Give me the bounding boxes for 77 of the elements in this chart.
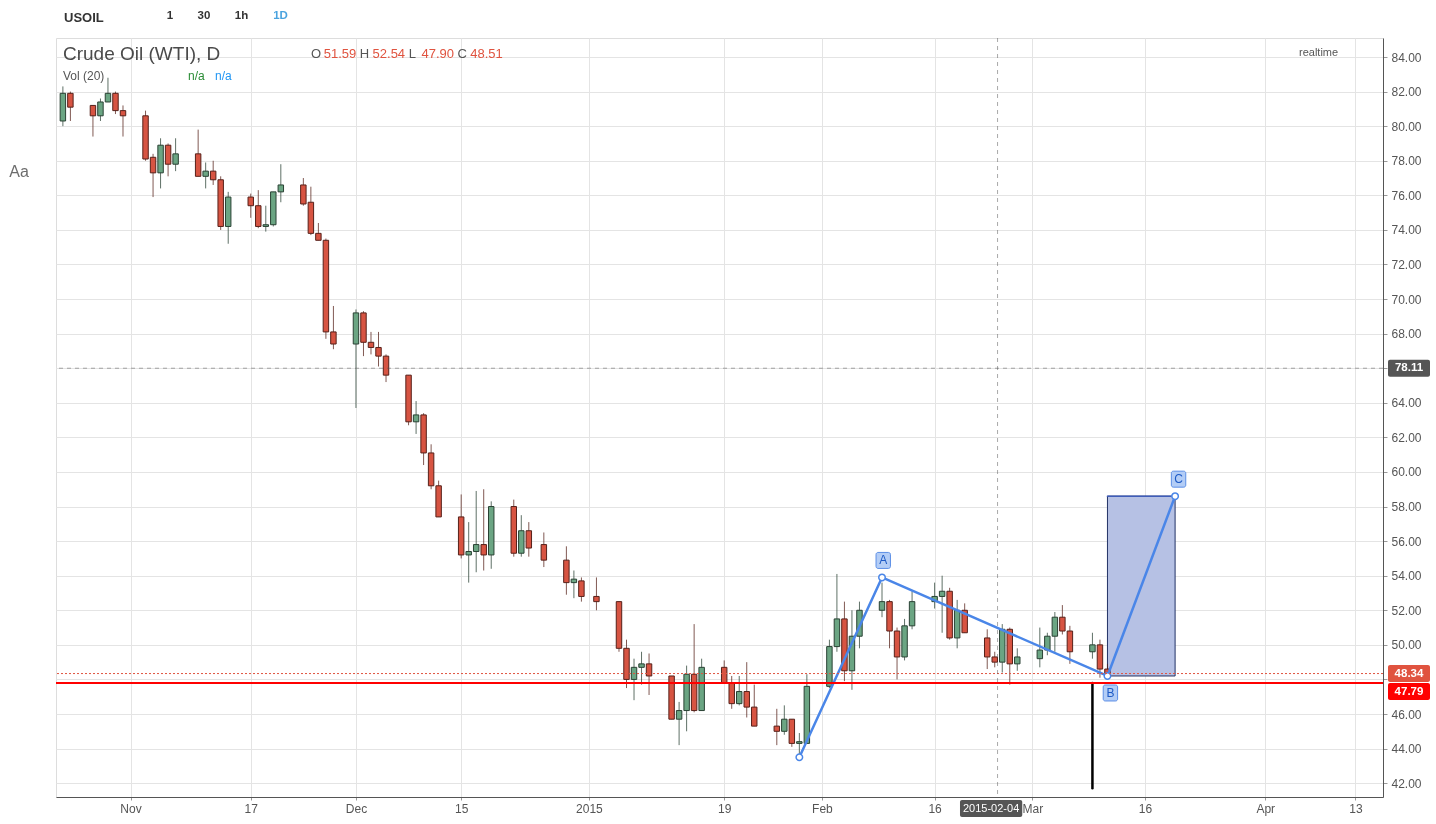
point — [1103, 671, 1112, 680]
y-tick-label: 74.00 — [1391, 223, 1422, 238]
text: 1h — [234, 9, 249, 21]
point — [878, 573, 886, 582]
candlestick — [563, 545, 570, 596]
text: 78.11 — [1394, 361, 1424, 374]
text: 1D — [273, 9, 288, 21]
annotation: realtime — [1299, 46, 1339, 58]
text: 2015-02-04 — [962, 801, 1020, 814]
x-tick-label: 13 — [1349, 801, 1363, 816]
x-tick-label: Feb — [812, 801, 834, 816]
candlestick — [540, 531, 548, 568]
y-tick-label: 76.00 — [1391, 188, 1422, 203]
candlestick — [480, 488, 487, 572]
text: 30 — [197, 9, 211, 21]
annotation: Vol (20) — [63, 69, 105, 83]
x-tick-label: 2015 — [576, 801, 604, 816]
point — [795, 753, 804, 762]
candlestick — [1089, 632, 1096, 660]
y-tick-label: 52.00 — [1391, 603, 1422, 618]
x-tick-label: 17 — [244, 801, 259, 816]
y-tick-label: 44.00 — [1391, 742, 1422, 757]
annotation: B — [1106, 685, 1115, 700]
candlestick — [1014, 647, 1021, 672]
point — [1171, 492, 1180, 501]
y-tick-label: 70.00 — [1391, 292, 1422, 307]
y-tick-label: 60.00 — [1391, 465, 1422, 480]
x-tick-label: Apr — [1256, 801, 1276, 816]
candlestick — [773, 708, 781, 746]
candlestick — [961, 602, 968, 634]
y-tick-label: 78.00 — [1391, 154, 1422, 169]
candlestick — [172, 137, 179, 172]
candlestick — [728, 675, 735, 710]
y-tick-label: 62.00 — [1391, 430, 1422, 445]
y-tick-label: 82.00 — [1391, 85, 1422, 100]
chart-title: Crude Oil (WTI), D — [63, 43, 221, 64]
candlestick — [593, 576, 600, 611]
candlestick — [578, 576, 585, 603]
y-tick-label: 80.00 — [1391, 119, 1422, 134]
y-tick-label: 56.00 — [1391, 534, 1422, 549]
x-tick-label: 16 — [928, 801, 943, 816]
annotation: n/a — [215, 69, 233, 83]
y-tick-label: 46.00 — [1391, 707, 1422, 722]
y-tick-label: 84.00 — [1391, 50, 1422, 65]
y-tick-label: 68.00 — [1391, 327, 1422, 342]
ref-line-label: 47.79 — [1394, 684, 1424, 697]
candlestick — [736, 675, 743, 706]
y-tick-label: 58.00 — [1391, 500, 1422, 515]
candlestick — [67, 91, 74, 122]
annotation: n/a — [188, 69, 206, 83]
x-tick-label: 16 — [1138, 801, 1153, 816]
annotation: A — [879, 553, 888, 568]
candlestick — [164, 142, 172, 177]
y-tick-label: 72.00 — [1391, 257, 1422, 272]
candlestick — [781, 704, 788, 736]
annotation: C — [1174, 472, 1184, 487]
x-tick-label: Nov — [120, 801, 142, 816]
candlestick — [878, 582, 886, 618]
x-tick-label: 19 — [718, 801, 732, 816]
candlestick — [518, 514, 525, 558]
candlestick — [194, 129, 202, 177]
candlestick — [89, 104, 97, 138]
candlestick — [202, 161, 209, 189]
text: 1 — [166, 9, 174, 21]
ref-line-label: 48.34 — [1394, 666, 1424, 679]
annotation: O 51.59 H 52.54 L 47.90 C 48.51 — [311, 46, 503, 61]
x-tick-label: Mar — [1022, 801, 1044, 816]
y-tick-label: 42.00 — [1391, 776, 1422, 791]
y-tick-label: 50.00 — [1391, 638, 1422, 653]
text: USOIL — [64, 10, 104, 25]
y-tick-label: 54.00 — [1391, 569, 1422, 584]
x-tick-label: Dec — [345, 801, 368, 816]
candlestick — [525, 521, 533, 558]
candlestick — [412, 400, 420, 435]
text: Aa — [9, 163, 29, 180]
y-tick-label: 64.00 — [1391, 396, 1422, 411]
x-tick-label: 15 — [454, 801, 469, 816]
